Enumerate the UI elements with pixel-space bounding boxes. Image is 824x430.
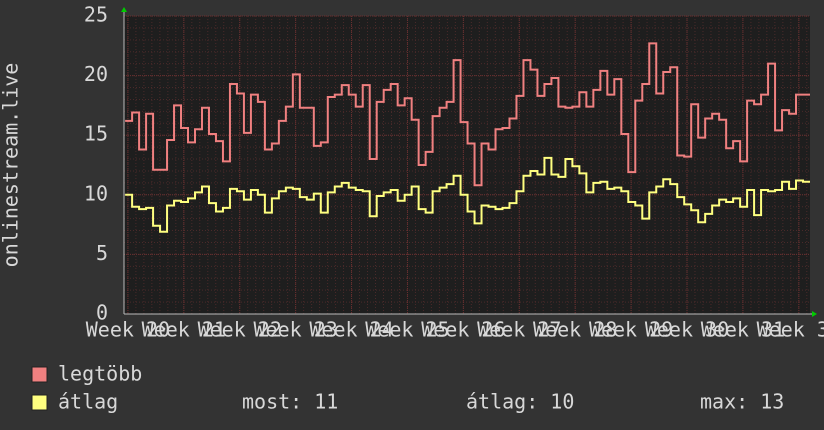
y-tick-label: 10 [84,181,108,205]
x-tick-label: Week 20 [86,318,170,342]
y-tick-label: 20 [84,62,108,86]
x-tick-label: Week 21 [142,318,226,342]
x-tick-label: Week 24 [309,318,393,342]
x-tick-label: Week 28 [533,318,617,342]
series-line [125,156,810,233]
y-tick-label: 25 [84,3,108,27]
legend-swatch [31,366,48,383]
legend-stat: max: 13 [700,390,784,414]
y-axis-label: onlinestream.live [0,63,23,268]
x-tick-label: Week 26 [421,318,505,342]
x-tick-label: Week 27 [477,318,561,342]
y-tick-label: 5 [96,241,108,265]
plot-area [124,16,810,314]
x-tick-label: Week 32 [757,318,824,342]
x-tick-label: Week 23 [253,318,337,342]
legend-swatch [31,394,48,411]
legend-label: legtöbb [58,362,142,386]
axis-arrow [121,7,127,12]
x-tick-label: Week 30 [645,318,729,342]
y-tick-label: 15 [84,122,108,146]
series-line [125,42,810,187]
x-tick-label: Week 31 [701,318,785,342]
x-tick-label: Week 22 [198,318,282,342]
x-tick-label: Week 29 [589,318,673,342]
x-tick-label: Week 25 [365,318,449,342]
y-tick-label: 0 [96,301,108,325]
axis-arrow [812,311,817,317]
legend-stat: átlag: 10 [466,390,574,414]
legend-stat: most: 11 [242,390,338,414]
legend-label: átlag [58,390,118,414]
